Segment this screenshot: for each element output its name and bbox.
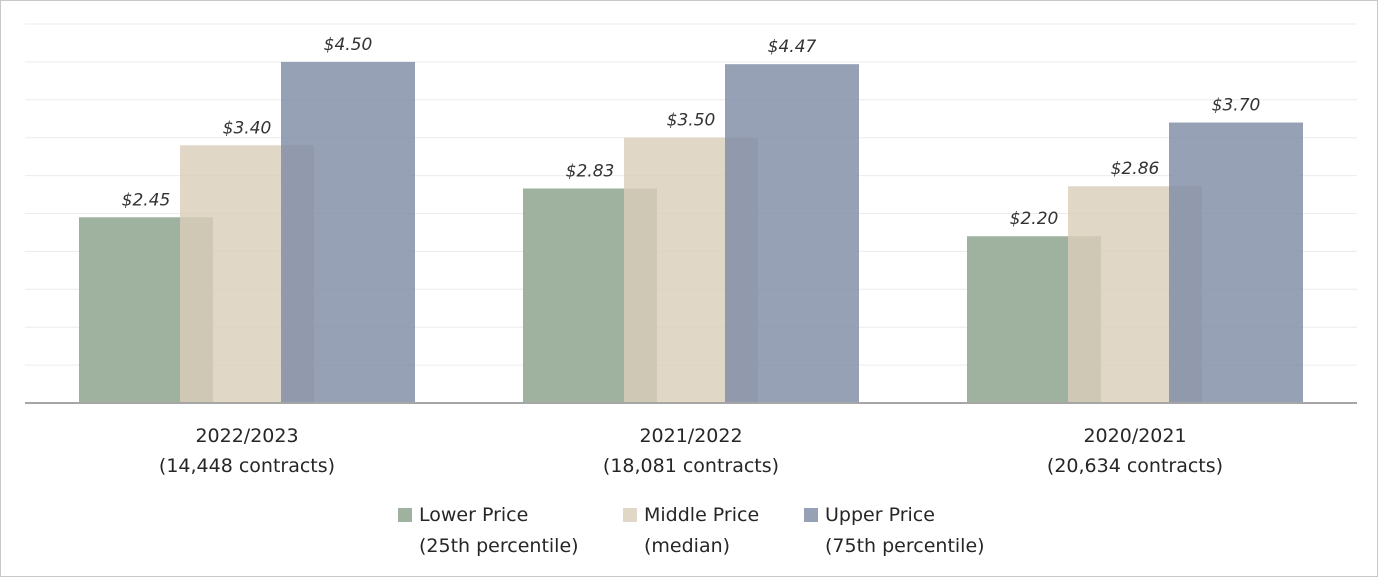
legend-swatch [804,508,818,522]
bar-series-3-cat-1 [281,61,415,404]
category-label: (20,634 contracts) [1047,455,1223,477]
legend-label: Middle Price [644,504,759,526]
value-label: $2.45 [122,190,171,210]
bar-series-3-cat-3 [1169,122,1303,403]
category-label: (18,081 contracts) [603,455,779,477]
value-label: $4.50 [324,35,373,55]
category-label: 2020/2021 [1083,425,1186,447]
value-label: $2.20 [1010,209,1059,229]
value-label: $4.47 [768,37,817,57]
legend-swatch [623,508,637,522]
legend-label: (median) [644,535,730,557]
legend-label: Upper Price [825,504,935,526]
value-label: $2.83 [566,161,615,181]
legend-swatch [398,508,412,522]
legend-label: (75th percentile) [825,535,985,557]
legend-label: Lower Price [419,504,528,526]
category-label: 2021/2022 [639,425,742,447]
value-label: $3.70 [1212,96,1261,116]
value-label: $3.40 [223,118,272,138]
legend: Lower Price (25th percentile) Middle Price… [398,504,985,557]
value-label: $3.50 [667,111,716,131]
legend-label: (25th percentile) [419,535,579,557]
value-label: $2.86 [1111,159,1160,179]
bars [79,61,1303,404]
category-label: 2022/2023 [195,425,298,447]
value-labels: $2.45 $2.83 $2.20 $3.40 $3.50 $2.86 $4.50 $4.47… [122,35,1261,229]
category-labels: 2022/2023 (14,448 contracts) 2021/2022 (18,… [159,425,1223,477]
category-label: (14,448 contracts) [159,455,335,477]
bar-series-3-cat-2 [725,64,859,403]
